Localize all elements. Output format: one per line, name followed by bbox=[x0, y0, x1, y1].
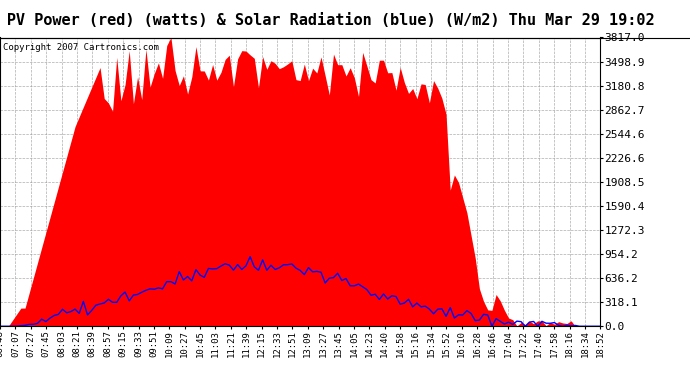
Text: Copyright 2007 Cartronics.com: Copyright 2007 Cartronics.com bbox=[3, 43, 159, 52]
Text: Total PV Power (red) (watts) & Solar Radiation (blue) (W/m2) Thu Mar 29 19:02: Total PV Power (red) (watts) & Solar Rad… bbox=[0, 13, 655, 28]
